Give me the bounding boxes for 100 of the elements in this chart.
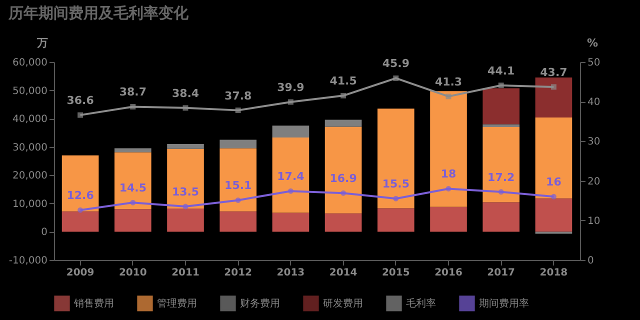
point	[78, 112, 84, 118]
bar	[167, 208, 204, 232]
y-tick-label: 20,000	[12, 170, 48, 182]
bar	[167, 148, 204, 209]
point	[550, 194, 556, 200]
data-label: 44.1	[488, 64, 515, 78]
point	[235, 108, 241, 114]
data-label: 15.5	[382, 178, 410, 191]
y-tick-label: 40,000	[12, 114, 48, 126]
legend-label: 财务费用	[240, 297, 280, 310]
x-tick-label: 2018	[540, 268, 568, 278]
legend-label: 管理费用	[157, 297, 197, 310]
data-label: 16	[546, 176, 562, 189]
bar	[272, 126, 310, 138]
data-label: 14.5	[119, 182, 146, 195]
legend-label: 毛利率	[406, 297, 436, 310]
point	[498, 82, 504, 88]
legend-label: 期间费用率	[479, 297, 529, 310]
x-tick-label: 2009	[66, 268, 94, 278]
bar	[167, 144, 204, 149]
x-tick-label: 2016	[434, 268, 462, 278]
data-label: 13.5	[172, 186, 200, 199]
bar	[114, 152, 152, 210]
y2-axis-title: %	[586, 36, 598, 50]
bar	[377, 208, 414, 232]
y-axis-title: 万	[36, 36, 48, 50]
data-label: 12.6	[66, 189, 94, 202]
point	[130, 200, 136, 206]
bar	[62, 211, 99, 232]
data-label: 45.9	[382, 57, 410, 70]
y2-tick-label: 20	[588, 176, 600, 188]
point	[446, 186, 452, 192]
x-tick-label: 2010	[118, 268, 147, 278]
data-label: 16.9	[330, 172, 357, 186]
data-label: 37.8	[224, 89, 252, 102]
x-tick-label: 2012	[224, 268, 252, 278]
y-tick-label: 30,000	[12, 142, 48, 154]
y2-tick-label: 10	[588, 216, 600, 227]
point	[393, 196, 399, 202]
chart-title: 历年期间费用及毛利率变化	[7, 4, 190, 22]
bar	[482, 127, 520, 202]
data-label: 39.9	[277, 80, 304, 94]
data-label: 38.7	[119, 86, 146, 99]
point	[182, 105, 188, 111]
bar	[220, 148, 257, 212]
data-label: 36.6	[66, 94, 94, 108]
bar	[220, 211, 257, 232]
legend-label: 研发费用	[323, 297, 363, 310]
bar	[535, 198, 572, 232]
data-label: 18	[440, 168, 456, 181]
bar	[377, 108, 414, 208]
point	[340, 190, 346, 196]
point	[550, 84, 556, 90]
x-tick-label: 2015	[382, 268, 410, 278]
data-label: 43.7	[540, 66, 568, 79]
bar	[272, 138, 310, 213]
bar	[535, 78, 572, 118]
bar	[535, 117, 572, 198]
data-label: 17.2	[488, 170, 515, 184]
bar	[324, 126, 362, 214]
point	[288, 188, 294, 194]
bar	[62, 155, 99, 212]
legend-label: 销售费用	[73, 297, 114, 310]
data-label: 17.4	[277, 170, 305, 184]
point	[340, 92, 346, 98]
y-tick-label: -10,000	[8, 256, 48, 266]
x-tick-label: 2011	[172, 268, 200, 278]
point	[182, 204, 188, 210]
y-tick-label: 0	[41, 227, 48, 238]
point	[446, 94, 452, 100]
data-label: 41.5	[330, 74, 357, 88]
point	[235, 197, 241, 203]
point	[393, 75, 399, 81]
y2-tick-label: 0	[588, 256, 594, 266]
data-label: 41.3	[434, 75, 462, 88]
data-label: 15.1	[224, 179, 252, 192]
bar	[482, 124, 520, 128]
bar	[324, 120, 362, 127]
y2-tick-label: 50	[588, 58, 600, 68]
bar	[482, 202, 520, 232]
x-tick-label: 2014	[329, 268, 358, 278]
bar	[482, 88, 520, 124]
x-tick-label: 2017	[487, 268, 516, 278]
bar	[324, 213, 362, 232]
point	[288, 99, 294, 105]
y2-tick-label: 30	[588, 136, 600, 148]
point	[130, 104, 136, 110]
bar	[114, 209, 152, 232]
point	[78, 207, 84, 213]
y2-tick-label: 40	[588, 97, 600, 108]
point	[498, 189, 504, 195]
y-tick-label: 50,000	[12, 86, 48, 97]
x-tick-label: 2013	[276, 268, 305, 278]
bar	[220, 140, 257, 148]
bar	[430, 91, 467, 207]
data-label: 38.4	[172, 86, 200, 100]
y-tick-label: 60,000	[12, 58, 48, 68]
bar	[272, 212, 310, 232]
y-tick-label: 10,000	[12, 198, 48, 210]
bar	[430, 206, 467, 232]
